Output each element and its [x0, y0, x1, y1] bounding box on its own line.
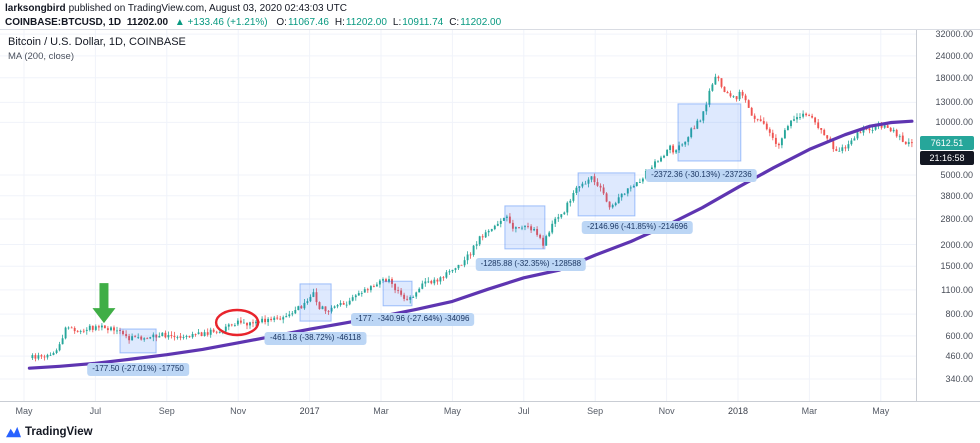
- time-tick: May: [443, 406, 461, 416]
- range-box[interactable]: [119, 328, 157, 354]
- price-tick: 460.00: [945, 351, 973, 362]
- time-tick: May: [872, 406, 890, 416]
- symbol-name[interactable]: COINBASE:BTCUSD, 1D: [5, 17, 122, 28]
- ohlc-value: 11202.00: [460, 17, 502, 28]
- time-tick: Mar: [801, 406, 818, 416]
- author-name[interactable]: larksongbird: [5, 3, 66, 14]
- ohlc-label: O:: [276, 17, 287, 28]
- ohlc-value: 11067.46: [287, 17, 329, 28]
- published-info: published on TradingView.com, August 03,…: [68, 3, 347, 14]
- price-tick: 2800.00: [940, 213, 973, 224]
- range-box[interactable]: [677, 103, 742, 162]
- range-box[interactable]: [577, 172, 636, 217]
- range-box[interactable]: [504, 205, 546, 250]
- footer: TradingView: [0, 421, 980, 443]
- brand-name[interactable]: TradingView: [25, 426, 93, 438]
- time-tick: Jul: [89, 406, 102, 416]
- range-box[interactable]: [299, 283, 332, 322]
- ohlc-label: L:: [392, 17, 402, 28]
- price-tick: 340.00: [945, 374, 973, 384]
- price-tick: 1500.00: [940, 261, 973, 272]
- last-price-value: 11202.00: [126, 17, 169, 28]
- highlight-circle[interactable]: [214, 308, 260, 337]
- time-axis[interactable]: May Jul Sep Nov 2017 Mar May Jul Sep Nov 2018 Mar Ma…: [0, 401, 980, 422]
- ohlc-value: 11202.00: [345, 17, 387, 28]
- price-change: ▲ +133.46 (+1.21%): [175, 17, 268, 28]
- ohlc-label: C:: [449, 17, 460, 28]
- last-price-badge: 7612.51: [920, 136, 974, 151]
- price-tick: 3800.00: [940, 190, 973, 201]
- ohlc-value: 10911.74: [402, 17, 444, 28]
- time-tick: Sep: [158, 406, 175, 416]
- published-line: larksongbird published on TradingView.com…: [5, 3, 980, 15]
- time-tick: Mar: [373, 406, 389, 416]
- ohlc-values: O:11067.46 H:11202.00 L:10911.74 C:11202.00: [270, 17, 501, 28]
- countdown-badge: 21:16:58: [920, 151, 974, 166]
- price-tick: 600.00: [945, 330, 973, 341]
- price-tick: 32000.00: [935, 29, 973, 40]
- time-tick: Jul: [518, 406, 530, 416]
- time-tick: May: [15, 406, 33, 416]
- price-tick: 10000.00: [935, 117, 973, 128]
- up-arrow-icon: ▲: [174, 17, 185, 28]
- symbol-info-bar: COINBASE:BTCUSD, 1D 11202.00 ▲ +133.46 (…: [5, 16, 980, 29]
- price-tick: 1100.00: [941, 284, 973, 295]
- range-box[interactable]: [382, 280, 413, 307]
- chart-title: Bitcoin / U.S. Dollar, 1D, COINBASE: [8, 36, 186, 48]
- time-tick: 2018: [727, 406, 749, 416]
- ohlc-label: H:: [334, 17, 345, 28]
- price-tick: 13000.00: [935, 97, 973, 108]
- tradingview-logo-icon[interactable]: [6, 425, 21, 440]
- price-change-value: +133.46 (+1.21%): [187, 17, 268, 28]
- price-tick: 2000.00: [940, 239, 973, 250]
- chart-area[interactable]: -177.73 (- -177.50 (-27.01%) -17750 -461.1…: [0, 29, 980, 422]
- price-tick: 24000.00: [935, 50, 973, 61]
- price-tick: 800.00: [945, 309, 973, 320]
- header: larksongbird published on TradingView.com…: [0, 0, 980, 29]
- chart-canvas[interactable]: [0, 30, 980, 422]
- time-tick: 2017: [299, 406, 320, 416]
- ma200-line[interactable]: [27, 119, 914, 370]
- indicator-label[interactable]: MA (200, close): [8, 51, 74, 62]
- time-tick: Nov: [658, 406, 675, 416]
- price-tick: 18000.00: [935, 72, 973, 83]
- price-tick: 5000.00: [940, 169, 973, 180]
- time-tick: Sep: [587, 406, 604, 416]
- price-axis[interactable]: 32000.00 24000.00 18000.00 13000.00 10000.00…: [916, 29, 980, 401]
- time-tick: Nov: [230, 406, 247, 416]
- arrow-down-icon[interactable]: [92, 283, 116, 324]
- chart-legend: Bitcoin / U.S. Dollar, 1D, COINBASE MA (…: [8, 36, 186, 62]
